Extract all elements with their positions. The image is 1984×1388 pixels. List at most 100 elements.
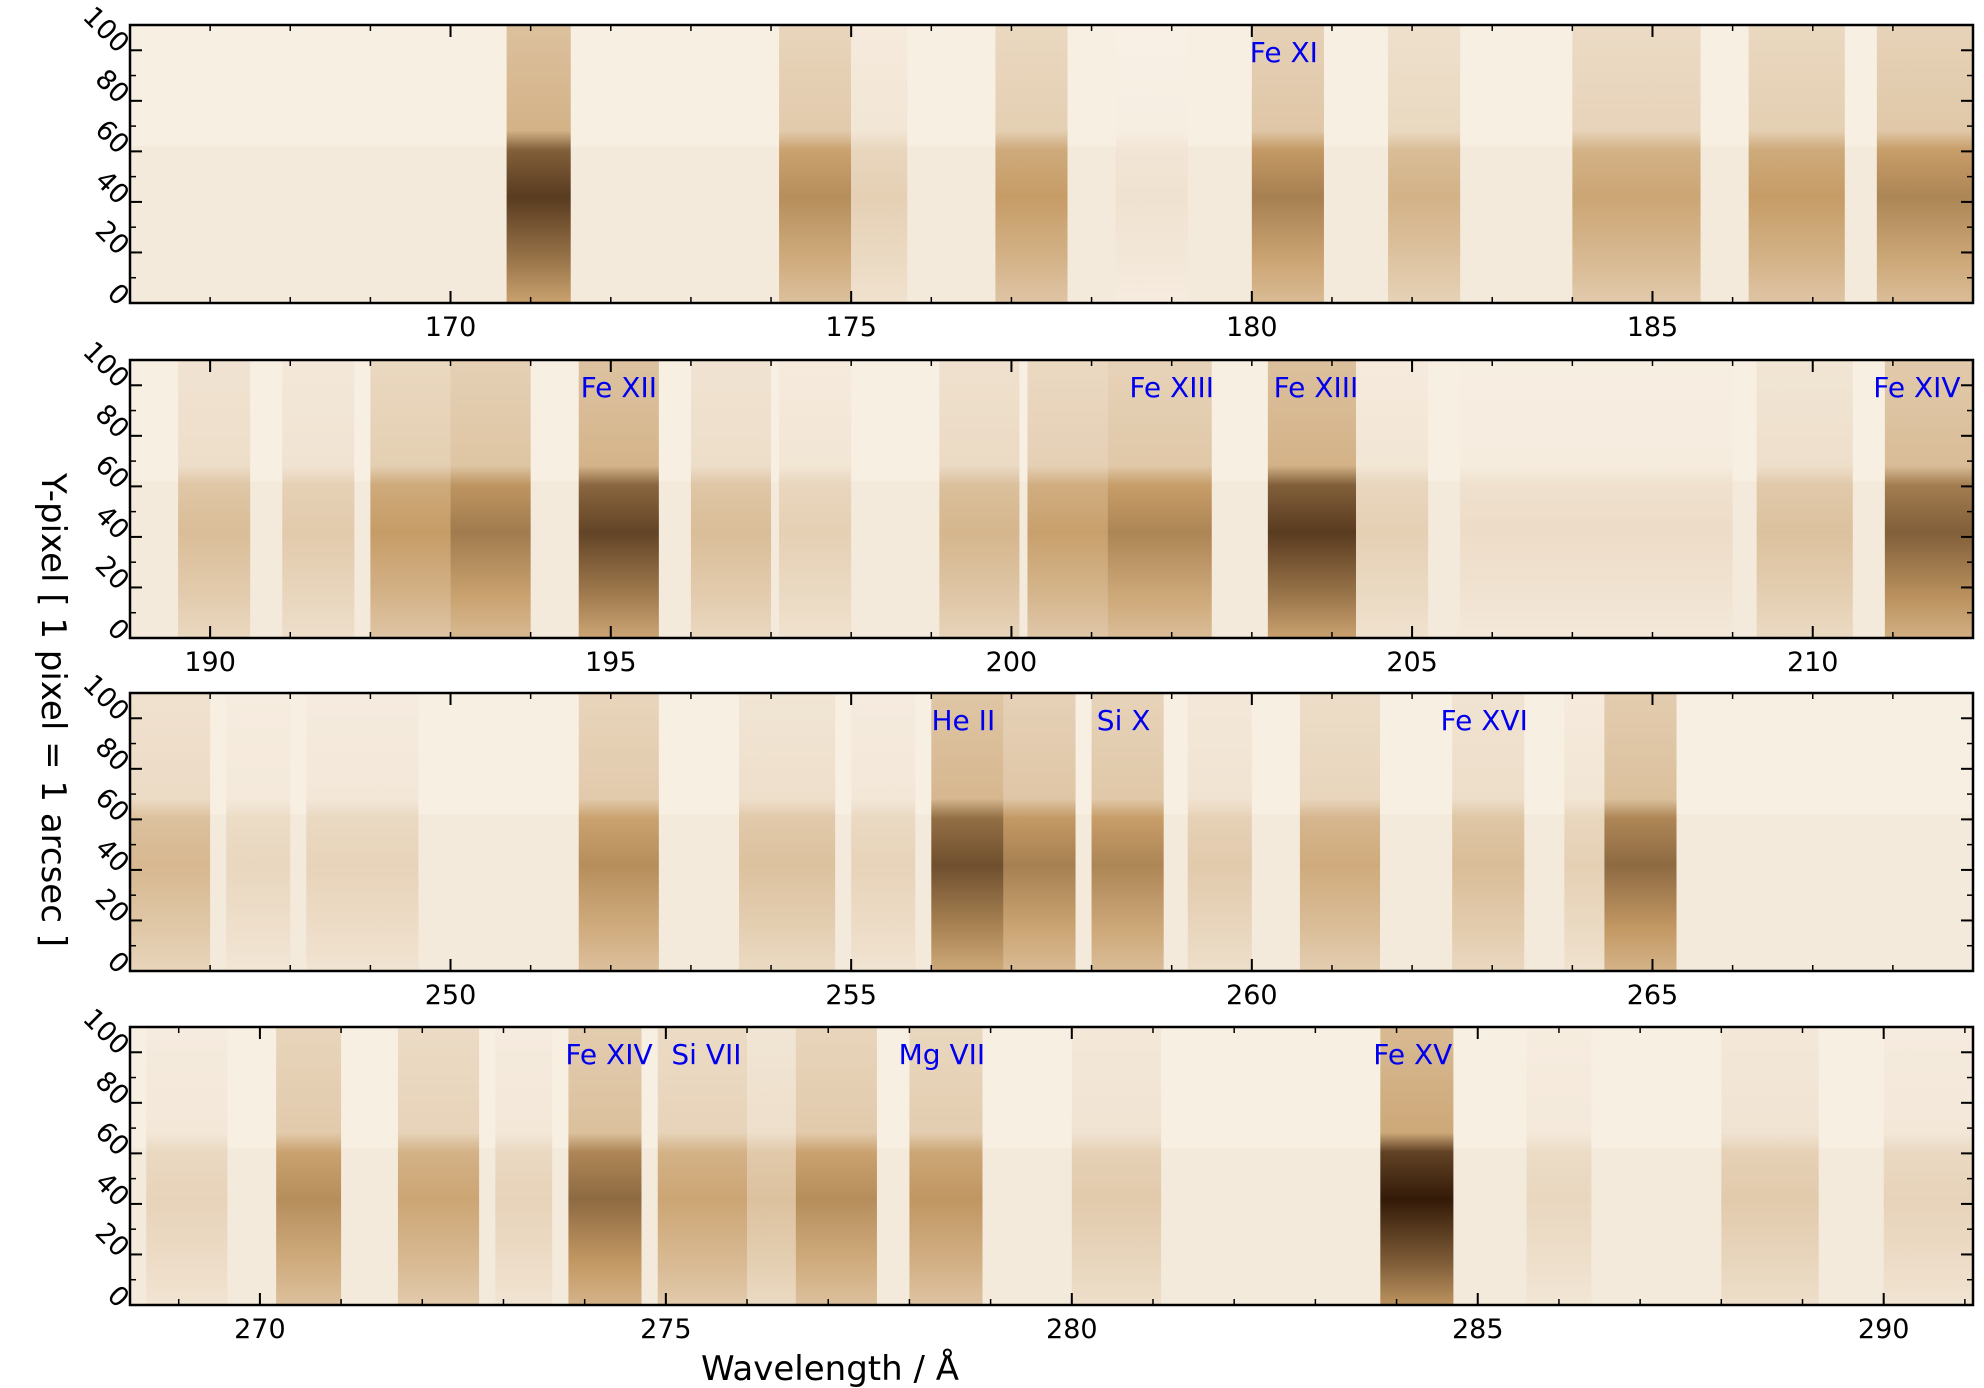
y-tick-label: 100 bbox=[77, 669, 135, 727]
y-tick-label: 40 bbox=[89, 500, 135, 546]
x-tick-label: 205 bbox=[1386, 647, 1438, 678]
y-tick-label: 80 bbox=[89, 64, 135, 110]
emission-band bbox=[1187, 693, 1252, 971]
x-tick-label: 190 bbox=[184, 647, 236, 678]
x-tick-label: 180 bbox=[1226, 312, 1278, 343]
emission-band bbox=[1107, 360, 1212, 638]
emission-band bbox=[282, 360, 355, 638]
x-tick-label: 185 bbox=[1627, 312, 1679, 343]
x-tick-label: 195 bbox=[585, 647, 637, 678]
emission-band bbox=[909, 1027, 983, 1305]
emission-band bbox=[226, 693, 291, 971]
panel-frame bbox=[128, 23, 1975, 305]
y-tick-label: 40 bbox=[89, 1167, 135, 1213]
emission-band bbox=[1526, 1027, 1592, 1305]
x-tick-label: 250 bbox=[425, 980, 477, 1011]
emission-band bbox=[1251, 25, 1324, 303]
y-tick-label: 40 bbox=[89, 833, 135, 879]
emission-band bbox=[397, 1027, 480, 1305]
x-tick-label: 270 bbox=[234, 1314, 286, 1345]
y-tick-label: 80 bbox=[89, 732, 135, 778]
emission-band bbox=[1564, 693, 1605, 971]
emission-band bbox=[851, 25, 908, 303]
emission-band bbox=[578, 693, 659, 971]
x-tick-label: 285 bbox=[1452, 1314, 1504, 1345]
x-axis-label: Wavelength / Å bbox=[701, 1348, 959, 1388]
y-tick-label: 60 bbox=[89, 782, 135, 828]
line-label: Fe XII bbox=[581, 371, 657, 404]
emission-band bbox=[370, 360, 451, 638]
line-label: Fe XIV bbox=[565, 1038, 652, 1071]
x-tick-label: 200 bbox=[986, 647, 1038, 678]
emission-band bbox=[1876, 25, 1973, 303]
line-label: Mg VII bbox=[899, 1038, 986, 1071]
line-label: Fe XIII bbox=[1274, 371, 1359, 404]
emission-band bbox=[1460, 360, 1733, 638]
x-tick-label: 260 bbox=[1226, 980, 1278, 1011]
emission-band bbox=[939, 360, 1020, 638]
emission-band bbox=[578, 360, 659, 638]
x-tick-label: 255 bbox=[825, 980, 877, 1011]
emission-band bbox=[1003, 693, 1076, 971]
emission-band bbox=[1091, 693, 1164, 971]
emission-band bbox=[1756, 360, 1853, 638]
emission-band bbox=[1115, 25, 1188, 303]
spectrum-image bbox=[130, 25, 1973, 303]
line-label: Fe XI bbox=[1250, 36, 1318, 69]
emission-band bbox=[1721, 1027, 1819, 1305]
x-tick-label: 170 bbox=[425, 312, 477, 343]
y-tick-label: 60 bbox=[89, 114, 135, 160]
panel-frame bbox=[128, 358, 1975, 640]
emission-band bbox=[995, 25, 1068, 303]
emission-band bbox=[450, 360, 531, 638]
emission-band bbox=[1883, 1027, 1973, 1305]
emission-band bbox=[738, 693, 836, 971]
y-tick-label: 40 bbox=[89, 165, 135, 211]
y-tick-label: 100 bbox=[77, 336, 135, 394]
y-tick-label: 80 bbox=[89, 399, 135, 445]
y-tick-label: 80 bbox=[89, 1066, 135, 1112]
emission-band bbox=[779, 360, 852, 638]
emission-band bbox=[851, 693, 916, 971]
emission-band bbox=[1027, 360, 1108, 638]
x-tick-label: 290 bbox=[1858, 1314, 1910, 1345]
line-label: Fe XVI bbox=[1441, 704, 1528, 737]
emission-band bbox=[1267, 360, 1356, 638]
x-tick-label: 210 bbox=[1787, 647, 1839, 678]
emission-band bbox=[1452, 693, 1525, 971]
emission-band bbox=[178, 360, 251, 638]
emission-band bbox=[690, 360, 772, 638]
emission-band bbox=[1380, 1027, 1454, 1305]
y-tick-label: 100 bbox=[77, 1, 135, 59]
x-tick-label: 280 bbox=[1046, 1314, 1098, 1345]
panel-frame bbox=[128, 1025, 1975, 1307]
y-tick-label: 20 bbox=[89, 883, 135, 929]
emission-band bbox=[146, 1027, 228, 1305]
emission-band bbox=[1748, 25, 1845, 303]
y-axis-label: Y-pixel [ 1 pixel = 1 arcsec ] bbox=[33, 472, 73, 947]
spectrum-image bbox=[130, 693, 1973, 971]
y-tick-label: 20 bbox=[89, 215, 135, 261]
emission-band bbox=[1355, 360, 1429, 638]
emission-band bbox=[1572, 25, 1701, 303]
spectrum-image bbox=[130, 360, 1973, 638]
line-label: Fe XIII bbox=[1129, 371, 1214, 404]
spectrum-image bbox=[130, 1027, 1973, 1305]
emission-band bbox=[779, 25, 852, 303]
emission-band bbox=[506, 25, 571, 303]
line-label: Si VII bbox=[671, 1038, 741, 1071]
emission-band bbox=[568, 1027, 642, 1305]
y-tick-label: 20 bbox=[89, 1217, 135, 1263]
y-tick-label: 100 bbox=[77, 1003, 135, 1061]
emission-band bbox=[276, 1027, 342, 1305]
line-label: Fe XV bbox=[1373, 1038, 1452, 1071]
x-tick-label: 275 bbox=[640, 1314, 692, 1345]
line-label: He II bbox=[932, 704, 996, 737]
y-tick-label: 20 bbox=[89, 550, 135, 596]
emission-band bbox=[795, 1027, 877, 1305]
